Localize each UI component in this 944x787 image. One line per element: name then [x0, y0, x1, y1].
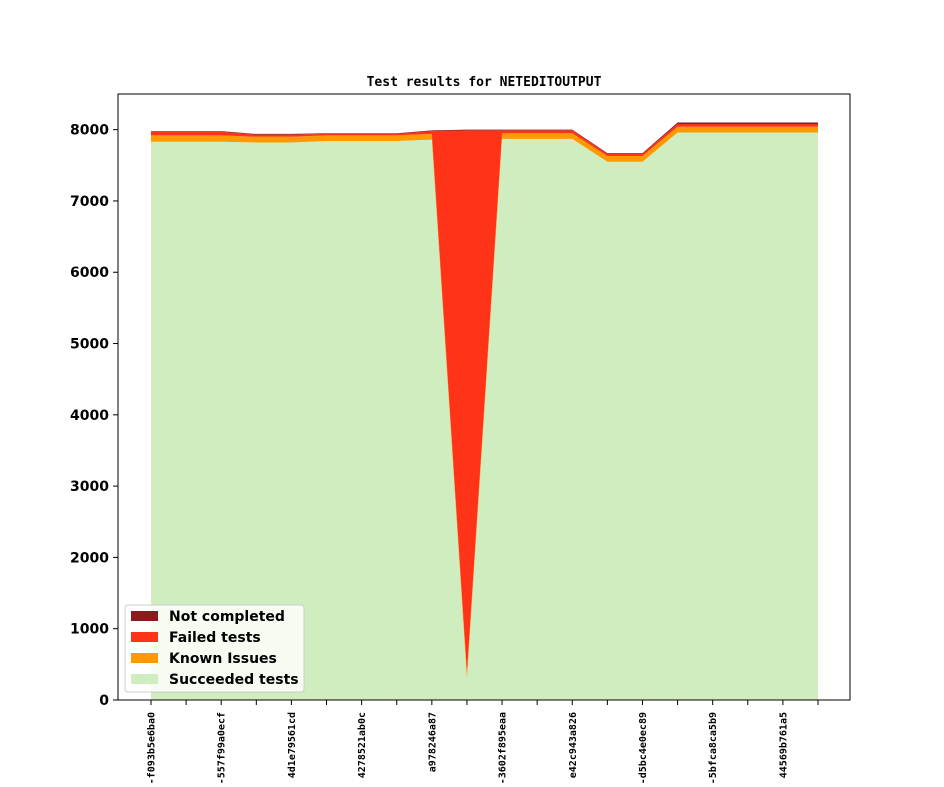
x-tick-label: 4d1e79561cd: [287, 712, 298, 778]
y-tick-label: 8000: [70, 123, 109, 139]
y-tick-label: 0: [99, 693, 109, 709]
y-axis: 0 1000 2000 3000 4000 5000 6000 7000 8000: [70, 123, 118, 709]
area-not-completed: [151, 122, 818, 154]
x-axis: -f093b5e6ba0 -557f99a0ecf 4d1e79561cd 42785…: [147, 700, 819, 784]
legend: Not completed Failed tests Known Issues Suc…: [124, 604, 305, 693]
y-tick-label: 6000: [70, 265, 109, 281]
area-failed-tests: [151, 123, 818, 673]
x-tick-label: -3602f895eaa: [498, 712, 509, 784]
x-tick-label: -557f99a0ecf: [217, 712, 228, 784]
x-tick-label: -d5bc4e0ec89: [638, 712, 649, 784]
x-tick-label: 4278521ab0c: [357, 712, 368, 778]
plot-frame: [117, 93, 851, 701]
legend-box: [124, 604, 305, 693]
legend-swatch-failed-tests: [131, 632, 158, 642]
y-tick-label: 5000: [70, 337, 109, 353]
y-tick-label: 4000: [70, 408, 109, 424]
legend-label-not-completed: Not completed: [169, 609, 285, 625]
legend-swatch-not-completed: [131, 611, 158, 621]
series-areas: [151, 122, 818, 700]
x-tick-label: -5bfca8ca5b9: [708, 712, 719, 784]
legend-swatch-known-issues: [131, 653, 158, 663]
legend-label-known-issues: Known Issues: [169, 651, 277, 667]
y-tick-label: 1000: [70, 622, 109, 638]
legend-swatch-succeeded-tests: [131, 674, 158, 684]
y-tick-label: 7000: [70, 194, 109, 210]
y-tick-label: 3000: [70, 479, 109, 495]
area-succeeded-tests: [151, 132, 818, 700]
legend-label-failed-tests: Failed tests: [169, 630, 261, 646]
x-tick-label: a978246a87: [427, 712, 438, 772]
x-tick-label: -f093b5e6ba0: [147, 712, 158, 784]
x-tick-label: e42c943a826: [568, 712, 579, 778]
x-tick-label: 44569b761a5: [778, 712, 789, 778]
legend-label-succeeded-tests: Succeeded tests: [169, 672, 299, 688]
y-tick-label: 2000: [70, 550, 109, 566]
chart-title: Test results for NETEDITOUTPUT: [367, 75, 602, 90]
